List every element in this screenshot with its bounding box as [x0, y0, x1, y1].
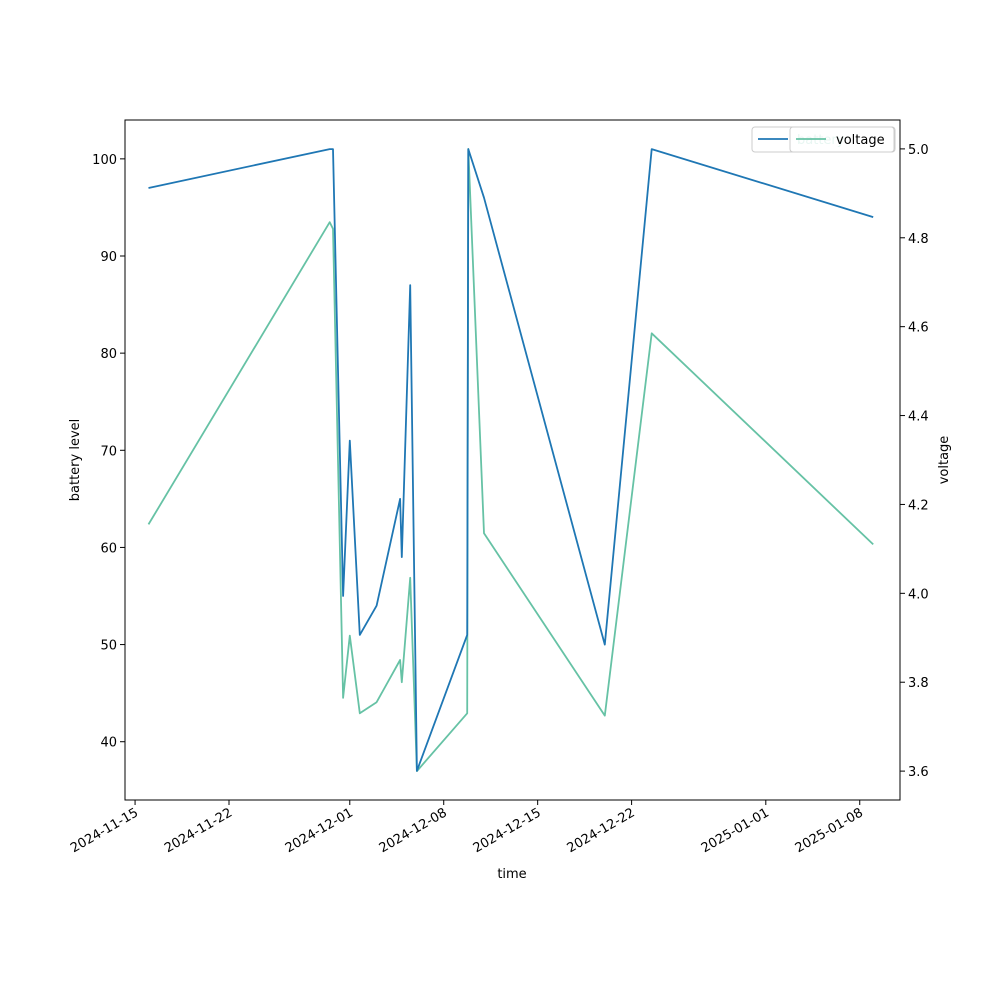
right-tick-label: 4.6	[908, 321, 929, 336]
left-tick-label: 70	[100, 444, 117, 459]
left-tick-label: 40	[100, 736, 117, 751]
right-tick-label: 4.0	[908, 587, 929, 602]
right-tick-label: 4.2	[908, 498, 929, 513]
legend-voltage: voltage	[789, 126, 895, 153]
left-axis-title: battery level	[68, 419, 83, 502]
left-tick-label: 90	[100, 250, 117, 265]
plot-frame	[124, 119, 901, 801]
x-tick-label: 2025-01-01	[699, 805, 772, 856]
right-tick-label: 4.8	[908, 232, 929, 247]
left-axis-ticks: 40 50 60 70 80 90 100	[92, 153, 125, 751]
x-axis-ticks: 2024-11-15 2024-11-22 2024-12-01 2024-12-08…	[68, 800, 866, 856]
left-tick-label: 100	[92, 153, 117, 168]
right-axis-title: voltage	[937, 436, 952, 485]
x-tick-label: 2024-12-15	[471, 805, 544, 856]
left-tick-label: 80	[100, 347, 117, 362]
x-tick-label: 2024-12-22	[565, 805, 638, 856]
legend-voltage-label: voltage	[836, 133, 885, 148]
x-tick-label: 2024-12-08	[377, 805, 450, 856]
x-axis-title: time	[497, 867, 526, 882]
right-tick-label: 5.0	[908, 143, 929, 158]
right-axis-ticks: 3.6 3.8 4.0 4.2 4.4 4.6 4.8 5.0	[900, 143, 929, 780]
series-line-battery	[148, 148, 874, 772]
right-tick-label: 4.4	[908, 410, 929, 425]
series-line-voltage	[147, 147, 874, 772]
right-tick-label: 3.8	[908, 676, 929, 691]
x-tick-label: 2024-11-22	[162, 805, 235, 856]
series-layer	[147, 147, 874, 772]
legend-voltage-box	[789, 126, 895, 153]
right-tick-label: 3.6	[908, 765, 929, 780]
left-tick-label: 50	[100, 639, 117, 654]
x-tick-label: 2024-11-15	[68, 805, 141, 856]
left-tick-label: 60	[100, 541, 117, 556]
x-tick-label: 2024-12-01	[283, 805, 356, 856]
x-tick-label: 2025-01-08	[793, 805, 866, 856]
